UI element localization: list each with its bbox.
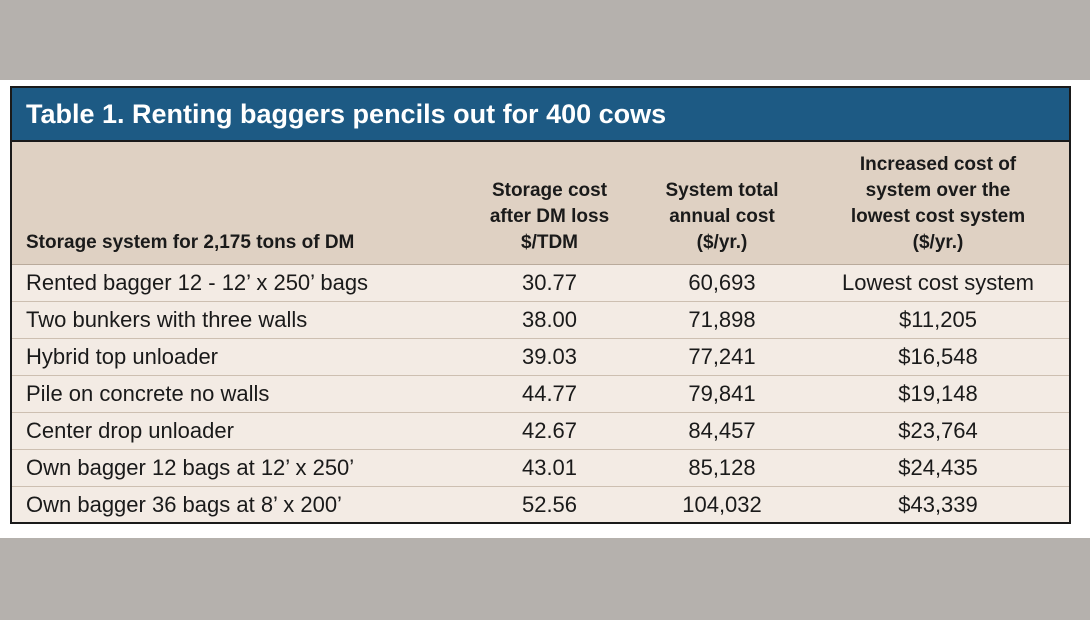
cell-annual-cost: 60,693	[688, 270, 756, 295]
cell-storage-cost: 43.01	[521, 455, 578, 480]
table-header-row: Storage system for 2,175 tons of DM Stor…	[12, 142, 1069, 265]
header-line: ($/yr.)	[912, 232, 964, 253]
cell-system: Two bunkers with three walls	[26, 307, 308, 332]
cell-annual-cost: 71,898	[688, 307, 756, 332]
cell-annual-cost: 79,841	[688, 381, 756, 406]
header-line: $/TDM	[521, 232, 578, 253]
cell-storage-cost: 30.77	[521, 270, 578, 295]
cell-system: Own bagger 12 bags at 12’ x 250’	[26, 455, 355, 480]
header-line: System total	[665, 180, 779, 201]
cell-annual-cost: 84,457	[688, 418, 756, 443]
cell-increased-cost: $24,435	[898, 455, 978, 480]
cell-storage-cost: 39.03	[521, 344, 578, 369]
table-row: Hybrid top unloader 39.03 77,241 $16,548	[12, 339, 1069, 376]
header-storage-system: Storage system for 2,175 tons of DM	[12, 142, 462, 264]
cell-storage-cost: 38.00	[521, 307, 578, 332]
header-line: after DM loss	[489, 206, 610, 227]
header-line: lowest cost system	[850, 206, 1026, 227]
header-line: system over the	[865, 180, 1011, 201]
table-row: Pile on concrete no walls 44.77 79,841 $…	[12, 376, 1069, 413]
cell-increased-cost: $23,764	[898, 418, 978, 443]
table-body: Rented bagger 12 - 12’ x 250’ bags 30.77…	[12, 265, 1069, 523]
cell-increased-cost: $16,548	[898, 344, 978, 369]
cell-system: Rented bagger 12 - 12’ x 250’ bags	[26, 270, 369, 295]
header-annual-cost: System total annual cost ($/yr.)	[637, 142, 807, 264]
table-title: Table 1. Renting baggers pencils out for…	[12, 88, 1069, 142]
cell-annual-cost: 77,241	[688, 344, 756, 369]
cell-increased-cost: $43,339	[898, 492, 978, 517]
header-line: annual cost	[669, 206, 775, 227]
table-row: Own bagger 12 bags at 12’ x 250’ 43.01 8…	[12, 450, 1069, 487]
cell-system: Hybrid top unloader	[26, 344, 219, 369]
table-row: Two bunkers with three walls 38.00 71,89…	[12, 302, 1069, 339]
cell-increased-cost: $11,205	[899, 307, 977, 332]
cell-system: Pile on concrete no walls	[26, 381, 270, 406]
cell-increased-cost: $19,148	[898, 381, 978, 406]
cell-storage-cost: 52.56	[521, 492, 578, 517]
cell-increased-cost: Lowest cost system	[842, 270, 1034, 295]
cell-storage-cost: 42.67	[521, 418, 578, 443]
cell-storage-cost: 44.77	[521, 381, 578, 406]
header-line: Increased cost of	[859, 154, 1017, 175]
cell-annual-cost: 104,032	[682, 492, 762, 517]
header-line: Storage system for 2,175 tons of DM	[26, 232, 355, 253]
header-storage-cost: Storage cost after DM loss $/TDM	[462, 142, 637, 264]
cell-system: Own bagger 36 bags at 8’ x 200’	[26, 492, 342, 517]
table-row: Center drop unloader 42.67 84,457 $23,76…	[12, 413, 1069, 450]
header-line: Storage cost	[491, 180, 608, 201]
data-table: Table 1. Renting baggers pencils out for…	[10, 86, 1071, 524]
table-row: Rented bagger 12 - 12’ x 250’ bags 30.77…	[12, 265, 1069, 302]
header-line: ($/yr.)	[696, 232, 748, 253]
table-row: Own bagger 36 bags at 8’ x 200’ 52.56 10…	[12, 487, 1069, 523]
header-increased-cost: Increased cost of system over the lowest…	[807, 142, 1069, 264]
cell-system: Center drop unloader	[26, 418, 234, 443]
cell-annual-cost: 85,128	[688, 455, 756, 480]
